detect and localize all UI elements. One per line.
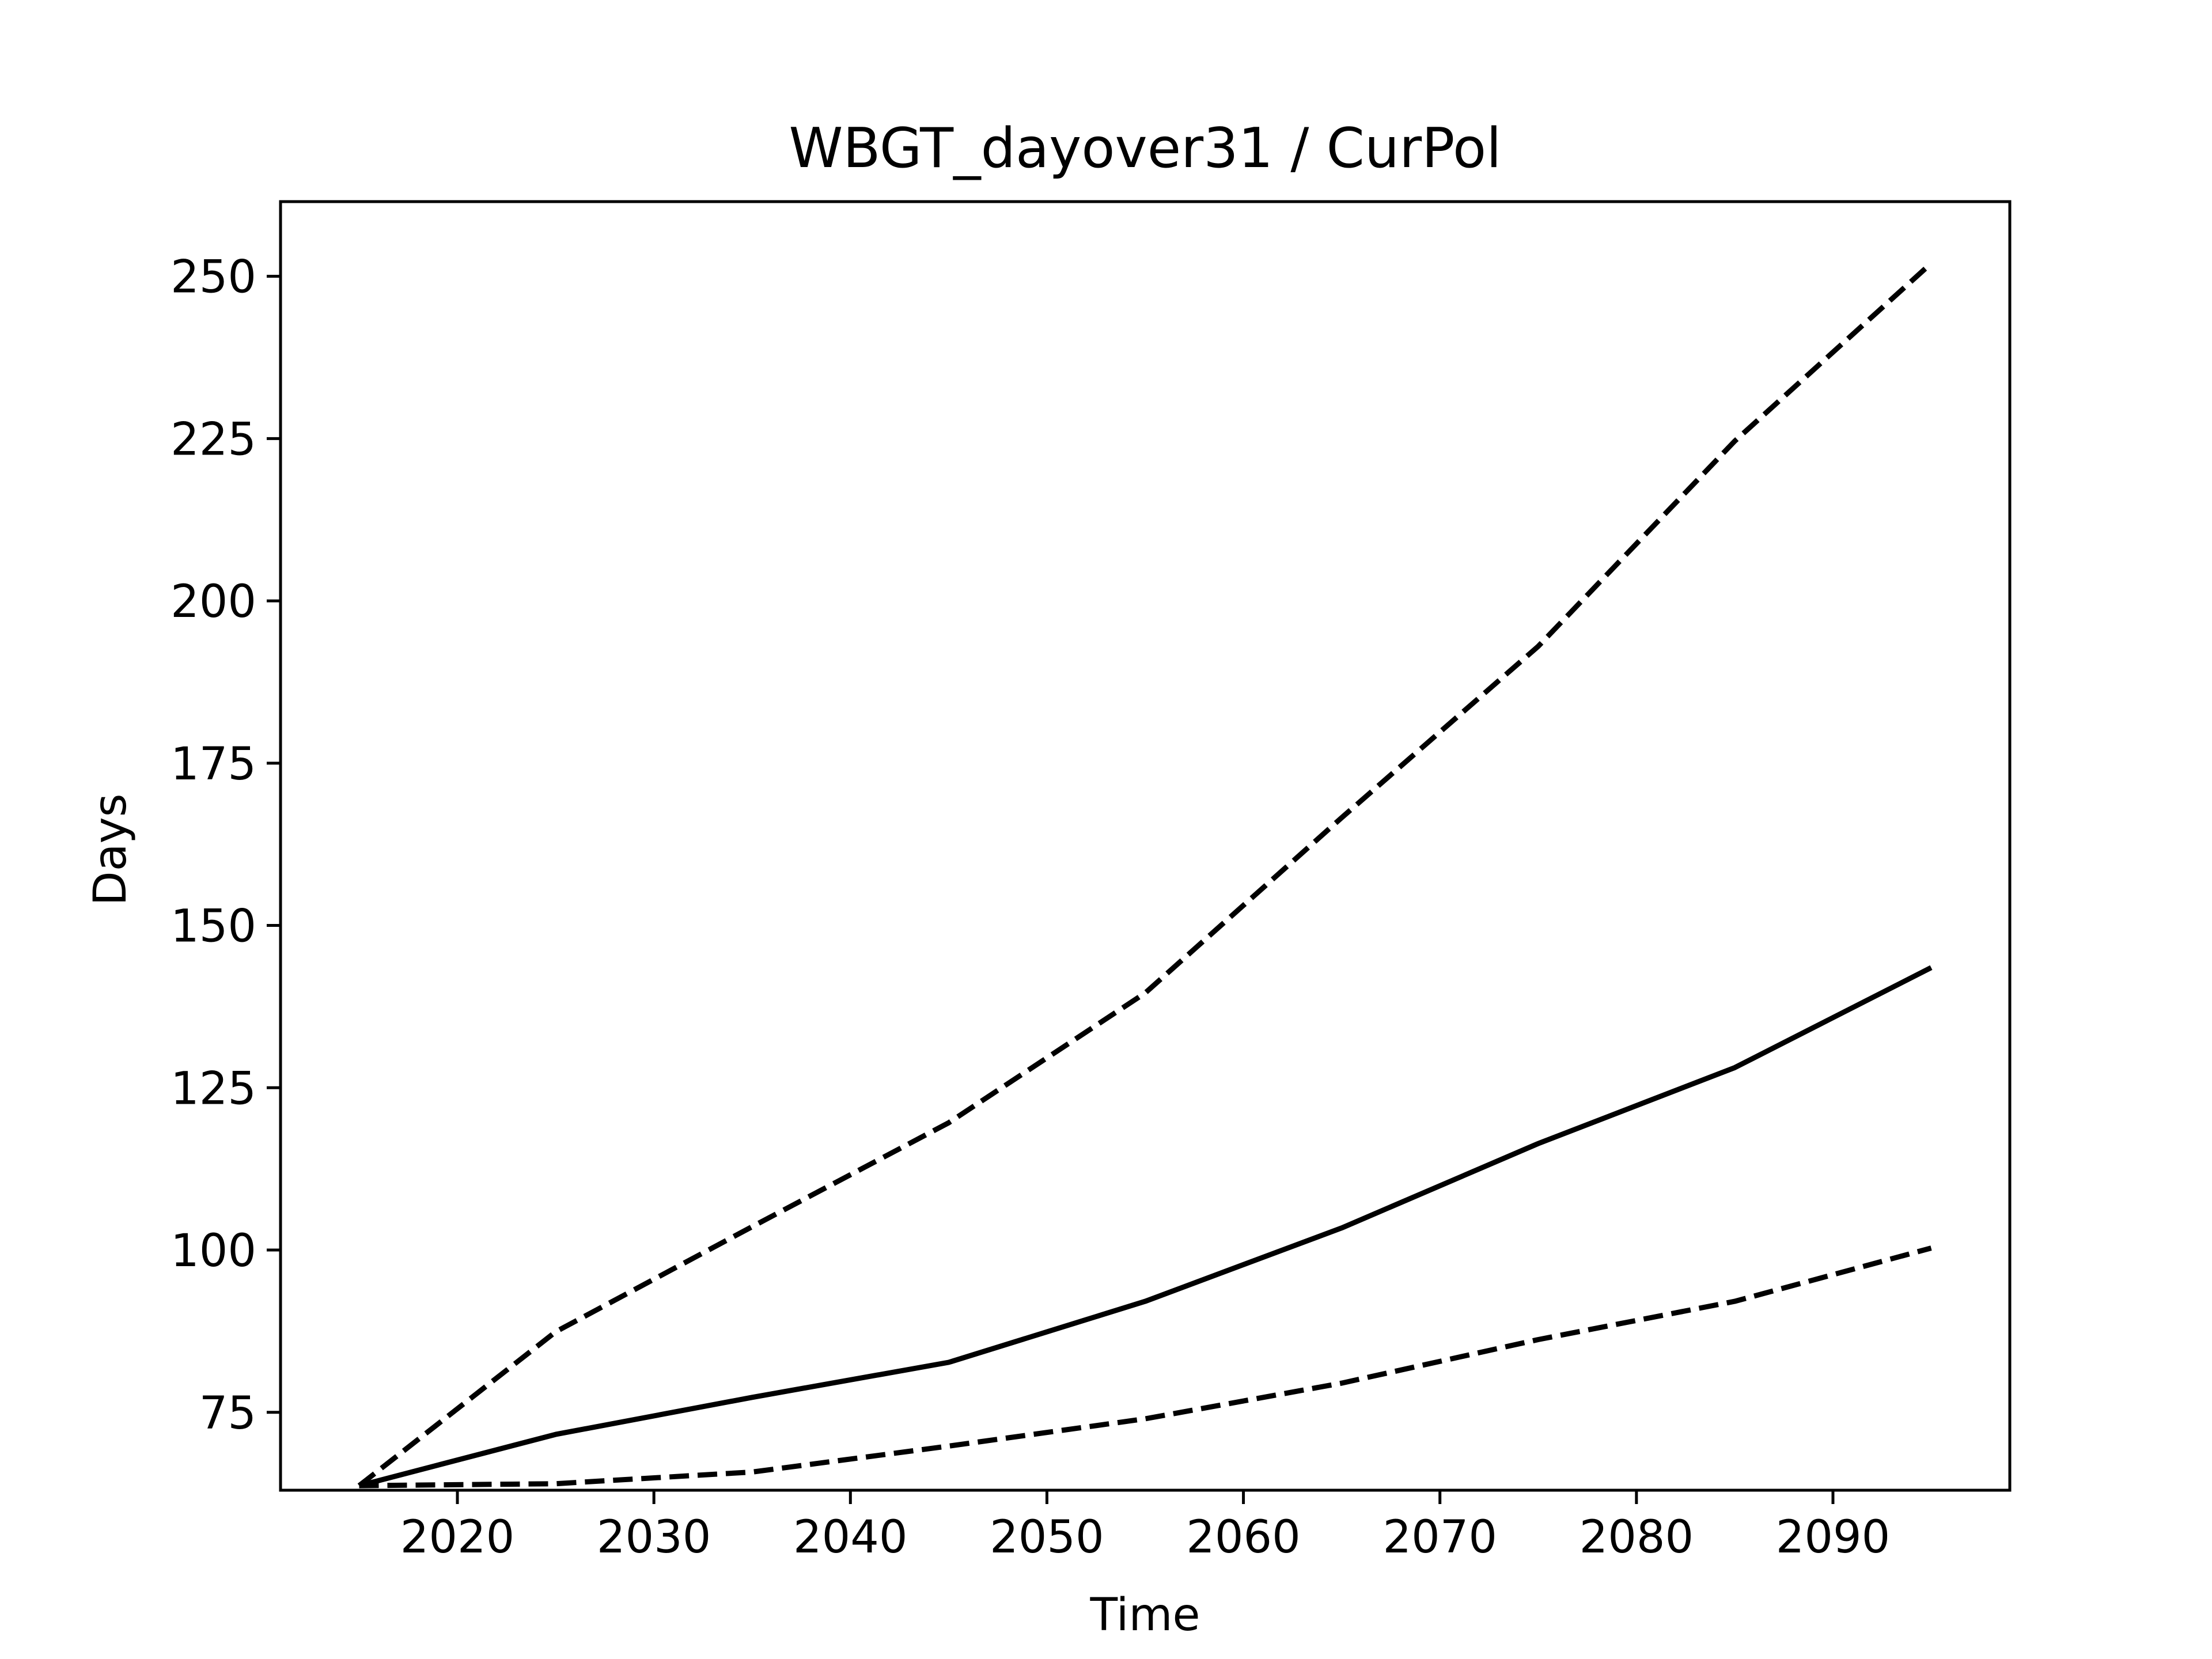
y-tick-label: 75 bbox=[199, 1388, 256, 1440]
y-tick-label: 200 bbox=[171, 576, 256, 628]
y-tick-label: 250 bbox=[171, 252, 256, 304]
ticks-layer: 2020 2030 2040 2050 2060 2070 2080 2090 75 100 125… bbox=[171, 252, 1890, 1563]
x-axis-label: Time bbox=[1090, 1589, 1200, 1641]
series-line-2 bbox=[358, 965, 1933, 1488]
x-tick-label: 2080 bbox=[1580, 1512, 1694, 1563]
x-tick-label: 2040 bbox=[793, 1512, 908, 1563]
x-tick-label: 2050 bbox=[990, 1512, 1104, 1563]
y-tick-label: 125 bbox=[171, 1063, 256, 1115]
x-tick-label: 2060 bbox=[1186, 1512, 1301, 1563]
series-line-1 bbox=[357, 261, 1933, 1488]
plot-frame bbox=[279, 200, 2012, 1492]
y-axis-label: Days bbox=[85, 794, 137, 906]
series-line-3 bbox=[359, 1245, 1932, 1488]
chart-title: WBGT_dayover31 / CurPol bbox=[789, 117, 1501, 180]
y-tick-label: 175 bbox=[171, 738, 256, 790]
x-tick-label: 2030 bbox=[597, 1512, 711, 1563]
y-tick-label: 150 bbox=[171, 901, 256, 953]
x-tick-label: 2070 bbox=[1382, 1512, 1497, 1563]
x-tick-label: 2020 bbox=[400, 1512, 515, 1563]
y-tick-label: 100 bbox=[171, 1225, 256, 1277]
series-layer bbox=[357, 261, 1933, 1488]
y-tick-label: 225 bbox=[171, 414, 256, 465]
x-tick-label: 2090 bbox=[1776, 1512, 1891, 1563]
